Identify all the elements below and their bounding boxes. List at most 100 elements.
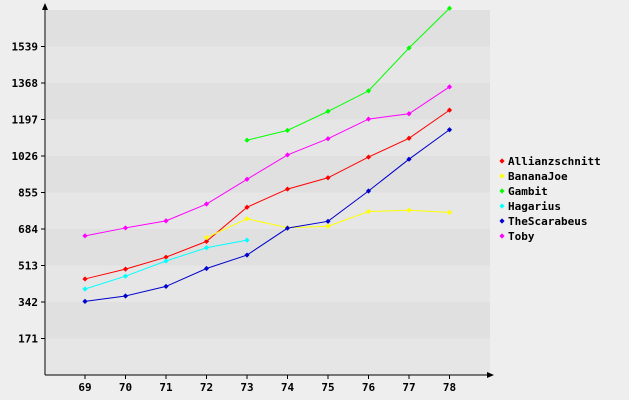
y-axis-arrow [42,3,48,10]
data-point-allianzschnitt [82,276,88,282]
series-line-toby [84,86,450,237]
grid-band [46,265,490,302]
legend-label-bananajoe: BananaJoe [508,170,568,183]
data-point-hagarius [203,245,210,251]
data-point-bananajoe [325,223,331,229]
axes [42,3,494,378]
x-tick-label: 74 [281,381,295,394]
data-point-toby [244,176,250,182]
data-point-toby [163,218,169,224]
grid-band [46,119,490,156]
series-line-thescarabeus [84,129,450,302]
data-point-allianzschnitt [406,135,412,141]
data-point-thescarabeus [406,156,412,162]
legend-marker-thescarabeus [499,218,505,224]
data-point-toby [406,111,412,117]
data-point-thescarabeus [446,127,453,133]
data-point-thescarabeus [365,188,372,194]
data-point-allianzschnitt [446,107,453,113]
x-tick-label: 73 [240,381,253,394]
data-point-allianzschnitt [244,204,250,210]
y-tick-label: 171 [18,333,38,346]
data-point-gambit [284,127,291,133]
data-point-toby [365,116,372,122]
series-line-gambit [246,7,450,141]
data-point-gambit [446,5,453,11]
data-point-bananajoe [406,207,412,213]
data-point-hagarius [163,258,169,264]
y-tick-label: 855 [18,187,38,200]
data-point-thescarabeus [122,293,129,299]
grid-band [46,10,490,47]
legend-label-hagarius: Hagarius [508,200,561,213]
legend-label-gambit: Gambit [508,185,548,198]
data-point-gambit [365,88,372,94]
data-point-bananajoe [203,234,210,241]
y-tick-label: 1197 [12,114,39,127]
data-point-allianzschnitt [203,238,210,244]
data-point-allianzschnitt [284,186,291,192]
x-tick-label: 78 [443,381,456,394]
x-tick-label: 77 [402,381,415,394]
data-point-toby [203,201,210,207]
data-point-allianzschnitt [122,266,129,272]
data-point-hagarius [122,273,129,279]
grid-band [46,46,490,83]
y-tick-label: 342 [18,296,38,309]
x-tick-label: 75 [321,381,334,394]
y-tick-label: 684 [18,223,38,236]
grid-band [46,302,490,339]
x-axis-arrow [487,372,494,378]
legend-marker-gambit [499,188,505,194]
x-tick-label: 71 [159,381,173,394]
data-point-bananajoe [244,216,250,222]
data-point-gambit [325,108,331,114]
grid-band [46,229,490,266]
data-point-thescarabeus [325,218,331,224]
axis-ticks: 171 342 513 684 855 1026 1197 1368 1539 69 70 71 72 7… [12,41,457,395]
data-point-allianzschnitt [163,254,169,260]
data-point-gambit [244,137,250,143]
y-tick-label: 1539 [12,41,39,54]
legend-label-allianzschnitt: Allianzschnitt [508,155,601,168]
x-tick-label: 76 [362,381,376,394]
y-tick-label: 1368 [12,77,39,90]
legend-label-thescarabeus: TheScarabeus [508,215,587,228]
series-points [82,5,453,304]
x-tick-label: 69 [78,381,91,394]
data-point-toby [446,84,453,90]
data-point-toby [82,233,88,239]
x-tick-label: 70 [119,381,132,394]
data-point-thescarabeus [82,298,88,304]
data-point-thescarabeus [244,252,250,258]
legend-marker-allianzschnitt [499,158,505,164]
y-tick-label: 513 [18,260,38,273]
data-point-allianzschnitt [325,175,331,181]
legend-marker-bananajoe [499,173,505,179]
data-point-thescarabeus [203,265,210,272]
x-tick-label: 72 [200,381,213,394]
data-point-toby [284,152,291,158]
data-point-hagarius [82,286,88,292]
data-point-hagarius [244,237,250,243]
data-point-thescarabeus [284,225,291,231]
data-point-toby [122,225,129,231]
series-line-allianzschnitt [84,109,450,280]
data-point-bananajoe [365,208,372,215]
data-point-thescarabeus [163,283,169,290]
data-point-allianzschnitt [365,154,372,160]
plot-background-bands [46,10,490,375]
grid-band [46,83,490,120]
legend-marker-toby [499,233,505,239]
data-point-gambit [406,45,412,51]
grid-band [46,156,490,193]
data-point-bananajoe [446,209,453,215]
grid-band [46,338,490,375]
legend-label-toby: Toby [508,230,535,243]
y-tick-label: 1026 [12,150,39,163]
legend: Allianzschnitt BananaJoe Gambit Hagarius The… [499,155,601,243]
legend-marker-hagarius [499,203,505,209]
data-point-toby [325,136,331,142]
